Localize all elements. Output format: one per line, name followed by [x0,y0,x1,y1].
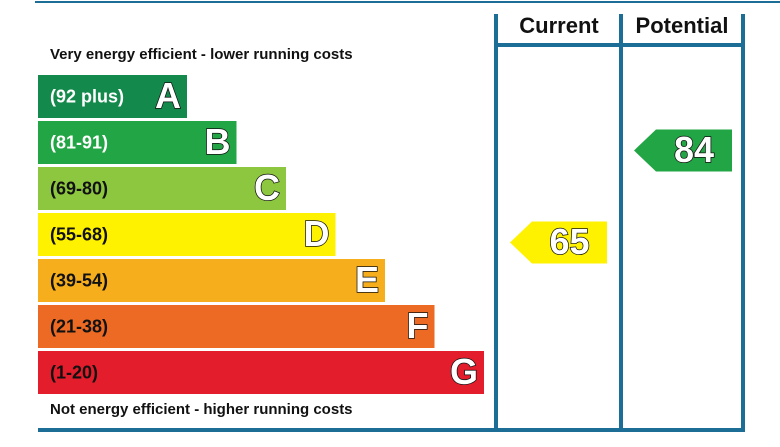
rating-arrow [634,129,732,172]
band-range: (81-91) [50,132,108,152]
band-letter: E [355,259,379,300]
band-range: (69-80) [50,178,108,198]
column-header: Potential [636,13,729,38]
band-letter: G [450,351,478,392]
band-bar [38,259,385,302]
bottom-text: Not energy efficient - higher running co… [50,401,353,418]
band-bar [38,213,336,256]
top-text: Very energy efficient - lower running co… [50,46,353,63]
band-range: (92 plus) [50,86,124,106]
band-range: (21-38) [50,316,108,336]
band-letter: C [254,167,280,208]
band-letter: D [304,213,330,254]
column-header: Current [519,13,599,38]
band-letter: F [407,305,429,346]
band-range: (55-68) [50,224,108,244]
band-bar [38,351,484,394]
band-range: (39-54) [50,270,108,290]
band-letter: B [205,121,231,162]
rating-value: 65 [549,221,589,262]
band-range: (1-20) [50,362,98,382]
band-bar [38,305,435,348]
band-bar [38,75,187,118]
rating-value: 84 [674,129,714,170]
rating-arrow [510,221,607,264]
band-letter: A [155,75,181,116]
band-bar [38,167,286,210]
band-bar [38,121,237,164]
